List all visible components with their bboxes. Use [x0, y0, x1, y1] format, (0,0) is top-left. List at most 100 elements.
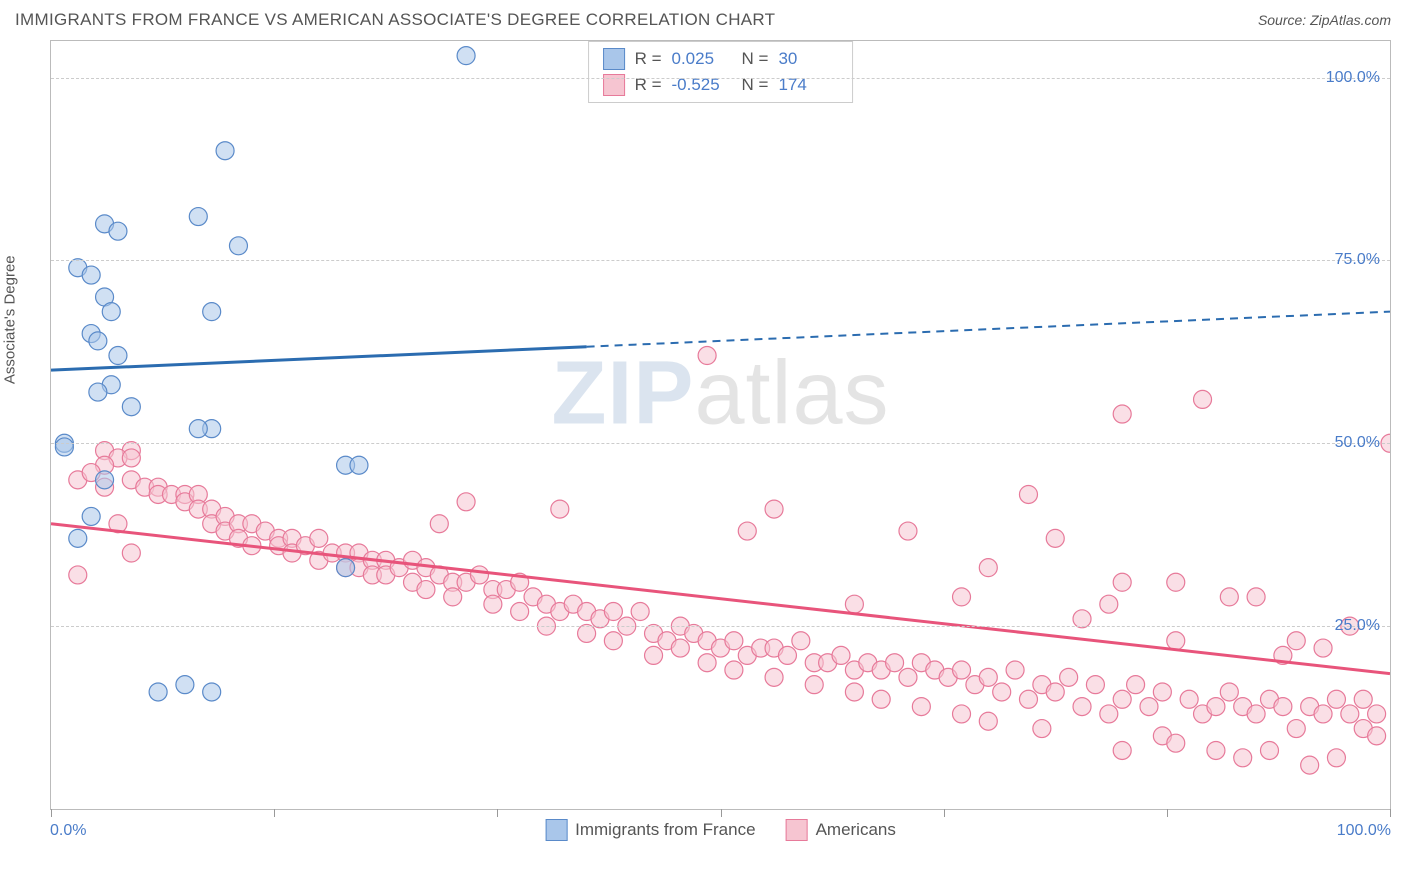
- pink-point: [1073, 698, 1091, 716]
- x-axis-labels: 0.0% 100.0%: [50, 810, 1391, 840]
- blue-point: [89, 332, 107, 350]
- pink-point: [778, 646, 796, 664]
- pink-point: [1301, 756, 1319, 774]
- pink-point: [1167, 632, 1185, 650]
- pink-point: [725, 632, 743, 650]
- pink-point: [1153, 683, 1171, 701]
- pink-point: [604, 603, 622, 621]
- blue-point: [216, 142, 234, 160]
- pink-point: [899, 668, 917, 686]
- y-tick-label: 25.0%: [1335, 617, 1380, 635]
- pink-point: [765, 668, 783, 686]
- r-value-blue: 0.025: [672, 49, 732, 69]
- swatch-blue: [603, 48, 625, 70]
- pink-point: [765, 500, 783, 518]
- y-axis-label: Associate's Degree: [2, 255, 19, 384]
- pink-point: [484, 595, 502, 613]
- x-tick-end: 100.0%: [1337, 822, 1391, 840]
- pink-point: [551, 500, 569, 518]
- source-name: ZipAtlas.com: [1310, 12, 1391, 28]
- blue-point: [89, 383, 107, 401]
- pink-point: [1086, 676, 1104, 694]
- pink-point: [1287, 632, 1305, 650]
- pink-point: [899, 522, 917, 540]
- pink-point: [1234, 749, 1252, 767]
- pink-point: [1327, 749, 1345, 767]
- source-label: Source:: [1258, 12, 1306, 28]
- pink-point: [1100, 595, 1118, 613]
- stats-row-blue: R = 0.025 N = 30: [589, 46, 853, 72]
- pink-point: [698, 654, 716, 672]
- stats-legend: R = 0.025 N = 30 R = -0.525 N = 174: [588, 41, 854, 103]
- blue-point: [350, 456, 368, 474]
- pink-point: [1314, 639, 1332, 657]
- stats-row-pink: R = -0.525 N = 174: [589, 72, 853, 98]
- pink-point: [1207, 741, 1225, 759]
- pink-point: [886, 654, 904, 672]
- pink-point: [1341, 705, 1359, 723]
- chart-source: Source: ZipAtlas.com: [1258, 12, 1391, 28]
- pink-point: [1100, 705, 1118, 723]
- pink-point: [979, 559, 997, 577]
- chart-container: Associate's Degree ZIPatlas R = 0.025 N …: [15, 40, 1391, 840]
- blue-point: [55, 438, 73, 456]
- blue-point: [109, 222, 127, 240]
- pink-point: [1006, 661, 1024, 679]
- pink-point: [310, 529, 328, 547]
- pink-point: [1046, 529, 1064, 547]
- pink-point: [457, 493, 475, 511]
- pink-point: [1194, 390, 1212, 408]
- pink-point: [1033, 720, 1051, 738]
- pink-point: [792, 632, 810, 650]
- pink-point: [1113, 690, 1131, 708]
- pink-point: [979, 712, 997, 730]
- pink-point: [1113, 573, 1131, 591]
- pink-point: [645, 646, 663, 664]
- pink-point: [1274, 698, 1292, 716]
- pink-point: [631, 603, 649, 621]
- pink-point: [1220, 683, 1238, 701]
- pink-point: [671, 639, 689, 657]
- y-tick-label: 100.0%: [1326, 69, 1380, 87]
- pink-point: [1127, 676, 1145, 694]
- pink-point: [1019, 690, 1037, 708]
- x-tick-start: 0.0%: [50, 822, 86, 840]
- n-label: N =: [742, 49, 769, 69]
- pink-point: [845, 683, 863, 701]
- pink-point: [1207, 698, 1225, 716]
- n-value-blue: 30: [778, 49, 838, 69]
- y-tick-label: 50.0%: [1335, 434, 1380, 452]
- blue-point: [96, 471, 114, 489]
- pink-point: [1327, 690, 1345, 708]
- pink-point: [725, 661, 743, 679]
- pink-point: [1247, 705, 1265, 723]
- pink-point: [979, 668, 997, 686]
- pink-point: [993, 683, 1011, 701]
- blue-point: [82, 266, 100, 284]
- pink-point: [1180, 690, 1198, 708]
- pink-point: [953, 661, 971, 679]
- y-tick-label: 75.0%: [1335, 251, 1380, 269]
- blue-point: [457, 47, 475, 65]
- pink-point: [1140, 698, 1158, 716]
- pink-point: [578, 624, 596, 642]
- pink-point: [738, 522, 756, 540]
- pink-point: [1019, 485, 1037, 503]
- chart-svg-layer: [51, 41, 1390, 809]
- pink-point: [872, 690, 890, 708]
- pink-point: [953, 705, 971, 723]
- pink-point: [1113, 405, 1131, 423]
- chart-title: IMMIGRANTS FROM FRANCE VS AMERICAN ASSOC…: [15, 10, 775, 30]
- pink-point: [805, 676, 823, 694]
- pink-point: [1260, 741, 1278, 759]
- pink-point: [470, 566, 488, 584]
- r-label: R =: [635, 49, 662, 69]
- pink-point: [953, 588, 971, 606]
- pink-point: [1060, 668, 1078, 686]
- blue-point: [82, 507, 100, 525]
- blue-point: [203, 683, 221, 701]
- pink-point: [444, 588, 462, 606]
- pink-point: [1354, 690, 1372, 708]
- blue-point: [189, 420, 207, 438]
- blue-point: [229, 237, 247, 255]
